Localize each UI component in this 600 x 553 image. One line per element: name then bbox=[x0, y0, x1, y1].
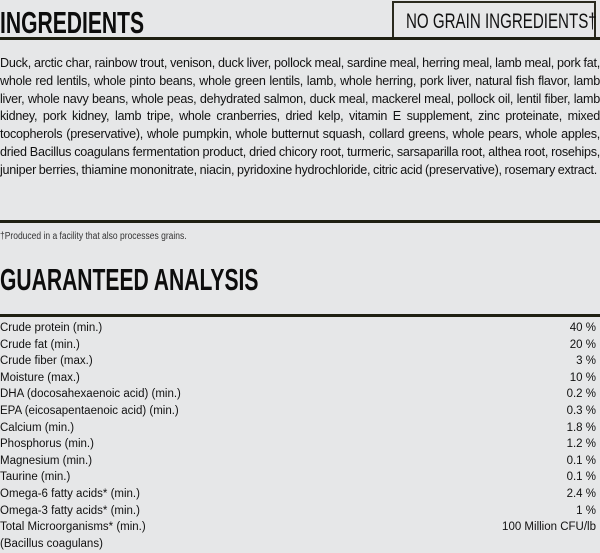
nutrient-value: 2.4 % bbox=[566, 487, 596, 500]
analysis-table: Crude protein (min.) 40 % Crude fat (min.)… bbox=[0, 320, 600, 552]
nutrient-value: 10 % bbox=[569, 371, 596, 384]
analysis-row: Magnesium (min.) 0.1 % bbox=[0, 453, 600, 470]
ingredients-title: INGREDIENTS bbox=[0, 5, 145, 40]
nutrient-label: Crude protein (min.) bbox=[0, 322, 103, 334]
nutrient-value: 1.2 % bbox=[566, 438, 596, 451]
analysis-row: Omega-3 fatty acids* (min.) 1 % bbox=[0, 503, 600, 520]
grain-footnote: †Produced in a facility that also proces… bbox=[0, 231, 187, 242]
nutrient-value: 0.1 % bbox=[566, 454, 596, 467]
analysis-row: DHA (docosahexaenoic acid) (min.) 0.2 % bbox=[0, 386, 600, 403]
analysis-row: Crude protein (min.) 40 % bbox=[0, 320, 600, 337]
nutrient-label: Phosphorus (min.) bbox=[0, 438, 94, 451]
analysis-row: Phosphorus (min.) 1.2 % bbox=[0, 436, 600, 453]
ingredients-list: Duck, arctic char, rainbow trout, veniso… bbox=[0, 56, 600, 177]
analysis-row: Calcium (min.) 1.8 % bbox=[0, 420, 600, 437]
divider bbox=[0, 314, 600, 317]
analysis-row: (Bacillus coagulans) bbox=[0, 536, 600, 553]
analysis-row: Omega-6 fatty acids* (min.) 2.4 % bbox=[0, 486, 600, 503]
analysis-title: GUARANTEED ANALYSIS bbox=[0, 262, 259, 297]
analysis-row: Total Microorganisms* (min.) 100 Million … bbox=[0, 519, 600, 536]
nutrient-label: Total Microorganisms* (min.) bbox=[0, 521, 146, 534]
nutrient-value: 1.8 % bbox=[566, 421, 596, 434]
nutrient-value: 40 % bbox=[569, 322, 596, 334]
nutrient-label: Omega-3 fatty acids* (min.) bbox=[0, 504, 140, 517]
nutrient-value bbox=[596, 536, 600, 553]
nutrient-value: 0.1 % bbox=[566, 471, 596, 484]
no-grain-badge: NO GRAIN INGREDIENTS† bbox=[392, 1, 597, 37]
nutrient-label: DHA (docosahexaenoic acid) (min.) bbox=[0, 388, 181, 401]
analysis-row: Moisture (max.) 10 % bbox=[0, 370, 600, 387]
analysis-row: EPA (eicosapentaenoic acid) (min.) 0.3 % bbox=[0, 403, 600, 420]
divider bbox=[0, 220, 600, 223]
nutrient-label: Moisture (max.) bbox=[0, 371, 80, 384]
nutrient-label: Calcium (min.) bbox=[0, 421, 75, 434]
analysis-row: Taurine (min.) 0.1 % bbox=[0, 469, 600, 486]
nutrient-label: Crude fat (min.) bbox=[0, 338, 80, 351]
nutrient-label: EPA (eicosapentaenoic acid) (min.) bbox=[0, 404, 179, 417]
nutrient-label: Omega-6 fatty acids* (min.) bbox=[0, 487, 140, 500]
no-grain-badge-label: NO GRAIN INGREDIENTS† bbox=[406, 10, 597, 33]
nutrient-value: 3 % bbox=[576, 355, 596, 368]
nutrient-value: 100 Million CFU/lb bbox=[502, 521, 596, 534]
nutrient-label: Taurine (min.) bbox=[0, 471, 71, 484]
nutrient-label: Crude fiber (max.) bbox=[0, 355, 93, 368]
divider bbox=[0, 37, 600, 40]
analysis-row: Crude fiber (max.) 3 % bbox=[0, 353, 600, 370]
nutrient-value: 20 % bbox=[569, 338, 596, 351]
analysis-row: Crude fat (min.) 20 % bbox=[0, 337, 600, 354]
nutrient-value: 0.2 % bbox=[566, 388, 596, 401]
nutrient-value: 1 % bbox=[576, 504, 596, 517]
nutrient-value: 0.3 % bbox=[566, 404, 596, 417]
nutrient-label: Magnesium (min.) bbox=[0, 454, 93, 467]
nutrient-label: (Bacillus coagulans) bbox=[0, 537, 103, 550]
